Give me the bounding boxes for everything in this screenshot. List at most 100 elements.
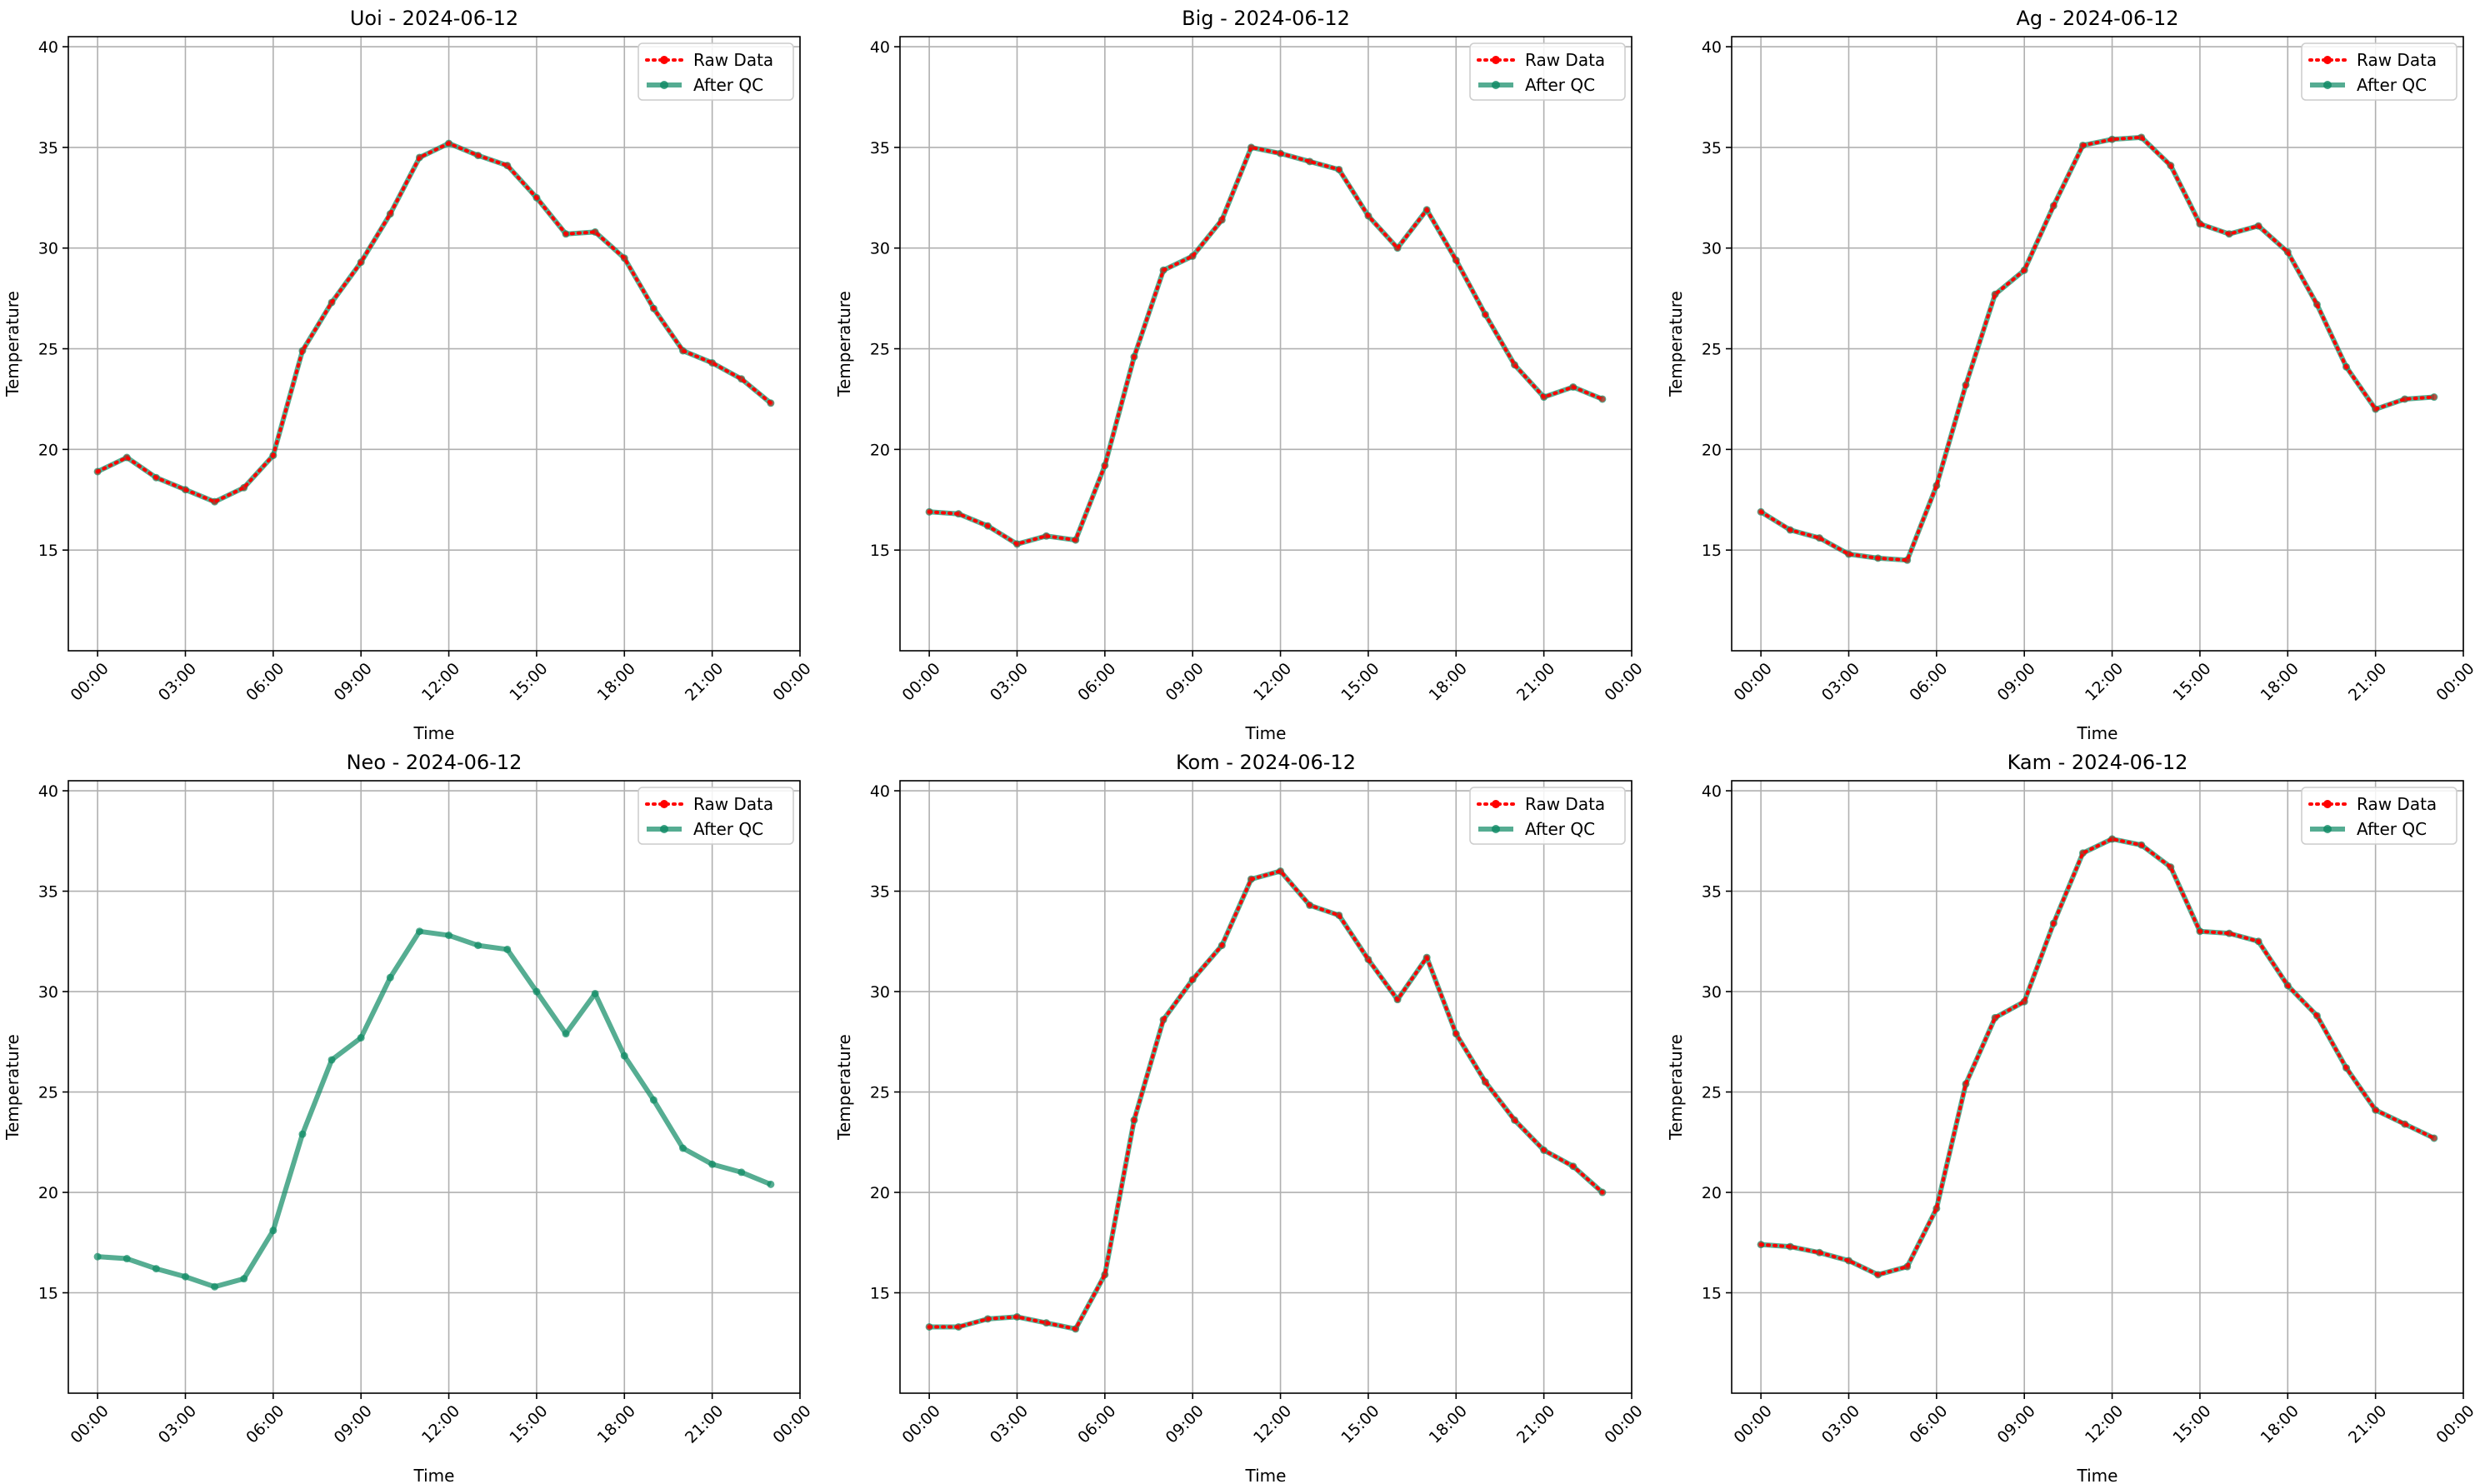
axes-frame — [899, 780, 1632, 1394]
raw-data-point — [1336, 912, 1342, 918]
x-tick-label: 00:00 — [769, 1402, 814, 1447]
y-tick-label: 20 — [1702, 441, 1722, 459]
raw-data-point — [2402, 1121, 2408, 1127]
raw-data-point — [2109, 836, 2116, 842]
raw-data-point — [1570, 383, 1577, 390]
legend-raw-label: Raw Data — [1525, 50, 1605, 70]
x-axis-label: Time — [413, 723, 455, 743]
raw-data-point — [2021, 267, 2028, 273]
raw-data-point — [926, 508, 932, 515]
raw-data-point — [1875, 555, 1882, 562]
x-tick-label: 18:00 — [1426, 659, 1471, 704]
raw-data-point — [1218, 942, 1225, 949]
raw-data-point — [1307, 902, 1313, 908]
raw-data-point — [1072, 1326, 1079, 1332]
after-qc-point — [152, 1265, 160, 1273]
y-tick-label: 15 — [870, 1285, 890, 1303]
raw-data-point — [1013, 1313, 1020, 1320]
legend-qc-marker — [660, 825, 668, 833]
raw-data-point — [1933, 1205, 1940, 1212]
after-qc-point — [445, 932, 453, 940]
legend: Raw Data After QC — [638, 787, 794, 845]
y-tick-label: 30 — [1702, 240, 1722, 258]
raw-data-point — [2255, 938, 2262, 945]
raw-data-point — [984, 1316, 991, 1322]
raw-data-point — [1962, 382, 1969, 388]
series-line-after-qc — [1760, 836, 2436, 1277]
y-tick-label: 15 — [38, 542, 58, 560]
after-qc-point — [767, 1180, 775, 1188]
x-tick-label: 09:00 — [1162, 659, 1208, 704]
raw-data-point — [2197, 221, 2203, 227]
raw-data-point — [1043, 532, 1050, 539]
after-qc-point — [620, 1052, 628, 1060]
raw-data-point — [182, 487, 188, 493]
subplot-4: 00:00 03:00 06:00 09:00 12:00 15:00 18:00 21:00… — [834, 751, 1647, 1484]
subplot-1: 00:00 03:00 06:00 09:00 12:00 15:00 18:00 21:00… — [834, 7, 1647, 743]
y-axis-label: Temperature — [834, 1034, 854, 1141]
raw-data-point — [1904, 1263, 1911, 1270]
axes-frame — [68, 36, 801, 652]
y-tick-label: 20 — [870, 441, 890, 459]
y-tick-label: 30 — [870, 240, 890, 258]
series-line-after-qc — [929, 868, 1604, 1332]
x-tick-label: 21:00 — [2345, 1402, 2390, 1447]
raw-data-point — [1845, 551, 1852, 557]
raw-data-point — [1365, 956, 1372, 962]
y-tick-label: 25 — [38, 341, 58, 359]
legend-qc-marker — [1492, 825, 1500, 833]
legend-raw-marker — [1492, 56, 1500, 64]
raw-data-point — [1904, 557, 1911, 563]
y-tick-label: 40 — [38, 782, 58, 801]
x-tick-label: 09:00 — [1994, 1402, 2039, 1447]
subplot-title: Neo - 2024-06-12 — [347, 751, 522, 774]
y-tick-label: 25 — [1702, 341, 1722, 359]
raw-data-point — [1541, 394, 1548, 401]
y-tick-label: 15 — [1702, 542, 1722, 560]
raw-data-point — [504, 162, 511, 169]
series-line-after-qc — [96, 141, 772, 505]
y-tick-label: 25 — [1702, 1084, 1722, 1102]
raw-data-point — [2168, 864, 2174, 871]
raw-data-point — [2431, 1135, 2438, 1142]
raw-data-point — [2284, 982, 2291, 989]
raw-data-point — [1423, 207, 1430, 213]
y-tick-label: 20 — [1702, 1184, 1722, 1202]
after-qc-point — [122, 1255, 131, 1263]
x-tick-label: 12:00 — [418, 659, 463, 704]
y-axis-label: Temperature — [834, 291, 854, 397]
x-tick-label: 12:00 — [2082, 659, 2127, 704]
x-tick-label: 03:00 — [1818, 659, 1863, 704]
x-tick-label: 21:00 — [1513, 659, 1558, 704]
x-tick-label: 06:00 — [1074, 659, 1119, 704]
after-qc-point — [562, 1030, 570, 1038]
raw-data-point — [1452, 257, 1459, 263]
after-qc-point — [474, 942, 482, 950]
x-axis-label: Time — [1245, 1466, 1287, 1484]
x-tick-label: 03:00 — [155, 1402, 200, 1447]
raw-data-point — [709, 359, 716, 366]
raw-data-point — [2197, 928, 2203, 935]
series-line-raw-data — [1759, 837, 2436, 1277]
after-qc-point — [269, 1227, 278, 1235]
raw-data-point — [1131, 1117, 1138, 1123]
y-tick-label: 25 — [38, 1084, 58, 1102]
x-tick-label: 15:00 — [506, 659, 551, 704]
x-tick-label: 12:00 — [2082, 1402, 2127, 1447]
x-tick-label: 12:00 — [1250, 1402, 1295, 1447]
y-tick-label: 40 — [1702, 38, 1722, 57]
raw-data-point — [1758, 508, 1764, 515]
raw-data-point — [1992, 1014, 1998, 1021]
y-tick-label: 20 — [38, 441, 58, 459]
raw-data-point — [621, 255, 628, 262]
y-tick-label: 35 — [1702, 883, 1722, 902]
raw-data-point — [2255, 222, 2262, 229]
legend: Raw Data After QC — [2301, 42, 2458, 101]
y-tick-label: 40 — [870, 38, 890, 57]
x-tick-label: 09:00 — [331, 1402, 376, 1447]
legend-raw-label: Raw Data — [1525, 794, 1605, 814]
after-qc-point — [679, 1144, 688, 1152]
x-tick-label: 21:00 — [1513, 1402, 1558, 1447]
y-tick-label: 30 — [870, 983, 890, 1002]
x-tick-label: 00:00 — [68, 659, 112, 704]
